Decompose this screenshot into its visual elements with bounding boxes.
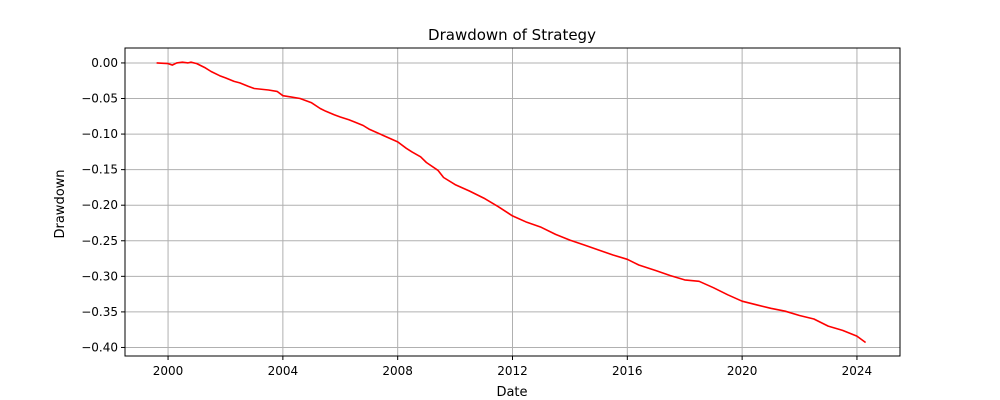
y-tick-label: −0.35 [81,305,118,319]
grid-layer [125,48,900,356]
x-tick-label: 2012 [497,364,528,378]
y-tick-label: −0.40 [81,340,118,354]
x-tick-label: 2020 [727,364,758,378]
y-tick-label: −0.05 [81,92,118,106]
x-tick-label: 2004 [268,364,299,378]
y-tick-label: −0.30 [81,269,118,283]
x-axis-label: Date [496,385,527,400]
ticks-layer: 2000 2004 2008 2012 2016 2020 2024 0.00 −0.05 −0.… [81,56,872,378]
drawdown-series-line [156,61,867,344]
y-axis-label: Drawdown [53,169,68,238]
y-tick-label: −0.20 [81,198,118,212]
x-tick-label: 2016 [612,364,643,378]
line-layer [156,61,867,344]
x-tick-label: 2024 [842,364,873,378]
y-tick-label: −0.15 [81,163,118,177]
x-tick-label: 2008 [382,364,413,378]
y-tick-label: −0.10 [81,127,118,141]
y-tick-label: −0.25 [81,234,118,248]
y-tick-label: 0.00 [91,56,118,70]
chart-title: Drawdown of Strategy [428,26,596,44]
x-tick-label: 2000 [153,364,184,378]
